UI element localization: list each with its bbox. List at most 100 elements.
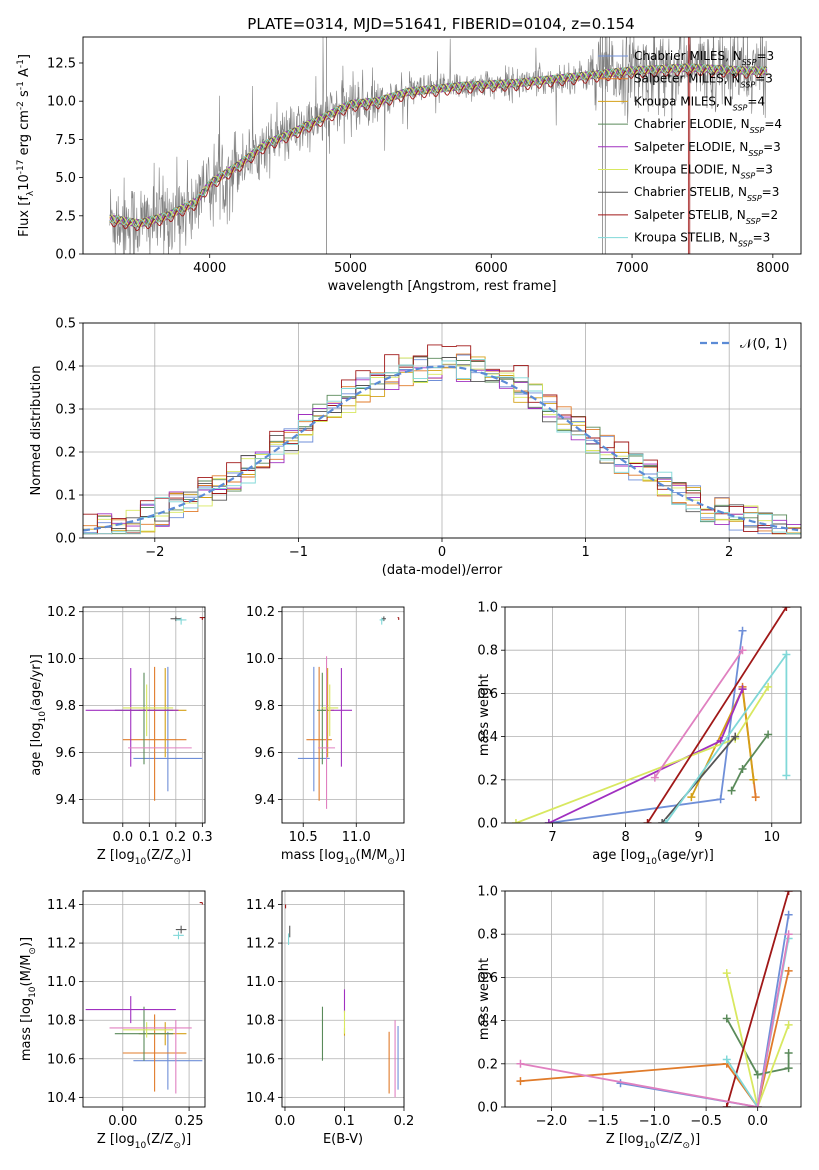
axes-frame [82,322,802,539]
observed-spectrum [109,37,768,254]
y-tick-label: 2.5 [55,209,76,224]
x-tick-label: 1 [581,545,589,560]
label-part: 10 [645,857,657,867]
label-part: 10 [17,174,32,191]
y-tick-label: 0.8 [477,644,498,659]
legend-label: Chabrier STELIB, NSSP=3 [634,185,779,203]
y-tick-label: 10.0 [47,652,76,667]
legend-label-suffix: =3 [756,49,774,63]
legend-label-sub: SSP [746,216,761,225]
label-part: E(B-V) [323,1132,363,1147]
weight-marker [764,730,773,739]
x-tick-label: 6000 [475,261,508,276]
x-tick-label: 2 [725,545,733,560]
label-part: -2 [16,101,26,110]
label-part: ] [17,54,32,59]
x-tick-label: 0.3 [192,830,213,845]
label-part: Z [log [97,848,135,863]
weight-line [520,934,790,1107]
x-tick-label: 0.1 [139,830,160,845]
label-part: (age/yr)] [657,848,714,863]
y-tick-label: 0.6 [477,687,498,702]
label-part: mass weight [477,674,492,756]
plot-area [85,902,203,1094]
legend-label-sub: SSP [741,80,756,89]
y-axis-label: Flux [fλ10-17 erg cm-2 s-1 A-1] [16,54,36,237]
y-tick-label: 5.0 [55,171,76,186]
y-tick-label: 0.2 [55,446,76,461]
figure-title: PLATE=0314, MJD=51641, FIBERID=0104, z=0… [247,15,634,33]
chart-mass_age: 10.5 11.0 9.4 9.6 9.8 10.0 10.2 mass [log10(M/M… [246,605,405,867]
plot-area [511,607,791,823]
y-tick-label: 9.6 [254,746,275,761]
weight-marker [643,819,652,823]
weight-marker [731,732,740,741]
y-tick-label: 0.2 [477,1057,498,1072]
y-tick-label: 12.5 [47,56,76,71]
y-tick-label: 9.8 [55,699,76,714]
y-tick-label: 11.2 [246,937,275,952]
y-tick-label: 10.8 [246,1014,275,1029]
label-part: erg cm [17,110,32,159]
legend-label-suffix: =2 [760,208,778,222]
y-tick-label: 0.5 [55,317,76,332]
label-part: 10 [28,986,38,998]
y-tick-label: 0.4 [55,360,76,375]
weight-line [520,970,790,1107]
x-tick-label: 4000 [193,261,226,276]
label-part: ⊙ [387,857,395,867]
weight-marker [722,1103,731,1107]
label-part: -17 [16,160,26,175]
plot-area [285,904,399,1098]
y-tick-label: 9.4 [55,793,76,808]
legend-label-sub: SSP [747,194,762,203]
x-axis-label: E(B-V) [323,1132,363,1147]
legend-label-suffix: =3 [763,140,781,154]
weight-marker [738,685,747,694]
y-tick-label: 0.0 [477,817,498,832]
y-tick-label: 0.4 [477,730,498,745]
x-axis-label: age [log10(age/yr)] [592,848,714,867]
y-tick-label: 9.4 [254,793,275,808]
weight-marker [722,1055,731,1064]
x-tick-label: 0.0 [275,1114,296,1129]
y-axis-label: age [log10(age/yr)] [29,654,48,776]
x-tick-label: 0.00 [108,1114,137,1129]
axes-frame [82,606,206,824]
weight-line [548,630,744,823]
label-part: wavelength [Angstrom, rest frame] [328,279,557,294]
y-tick-label: 0.1 [55,489,76,504]
chart-residuals: −2 −1 0 1 2 0.0 0.1 0.2 0.3 0.4 0.5 (data-model)/er… [29,317,802,578]
y-tick-label: 10.4 [246,1091,275,1106]
x-tick-label: 5000 [334,261,367,276]
y-tick-label: 11.0 [47,975,76,990]
label-part: age [log [592,848,645,863]
label-part: )] [181,848,191,863]
y-tick-label: 10.0 [246,652,275,667]
residual-histogram [83,344,801,535]
label-part: (M/M [356,848,388,863]
label-part: Z [log [606,1132,644,1147]
legend-label-base: Chabrier STELIB, N [634,185,747,199]
y-tick-label: 11.2 [47,937,76,952]
label-part: age [log [29,723,44,776]
legend-label-base: Kroupa STELIB, N [634,231,738,245]
y-tick-label: 10.8 [47,1014,76,1029]
legend-label: Salpeter MILES, NSSP=3 [634,72,773,90]
chart-z_age: 0.0 0.1 0.2 0.39.49.69.810.010.2Z [log10(Z/… [29,605,213,867]
axes-frame [504,606,802,824]
axes-frame [82,890,206,1108]
y-tick-label: 10.2 [47,605,76,620]
x-tick-label: 8 [621,830,629,845]
x-tick-label: −0.5 [690,1114,722,1129]
legend-label-sub: SSP [748,148,763,157]
y-tick-label: 11.4 [246,898,275,913]
weight-marker [784,891,793,895]
weight-line [665,651,788,823]
x-tick-label: 0.1 [334,1114,355,1129]
weight-marker [687,793,696,802]
weight-marker [753,1103,762,1107]
legend-label: Kroupa STELIB, NSSP=3 [634,231,770,249]
y-tick-label: 0.3 [55,403,76,418]
legend-label-base: Chabrier ELODIE, N [634,117,750,131]
